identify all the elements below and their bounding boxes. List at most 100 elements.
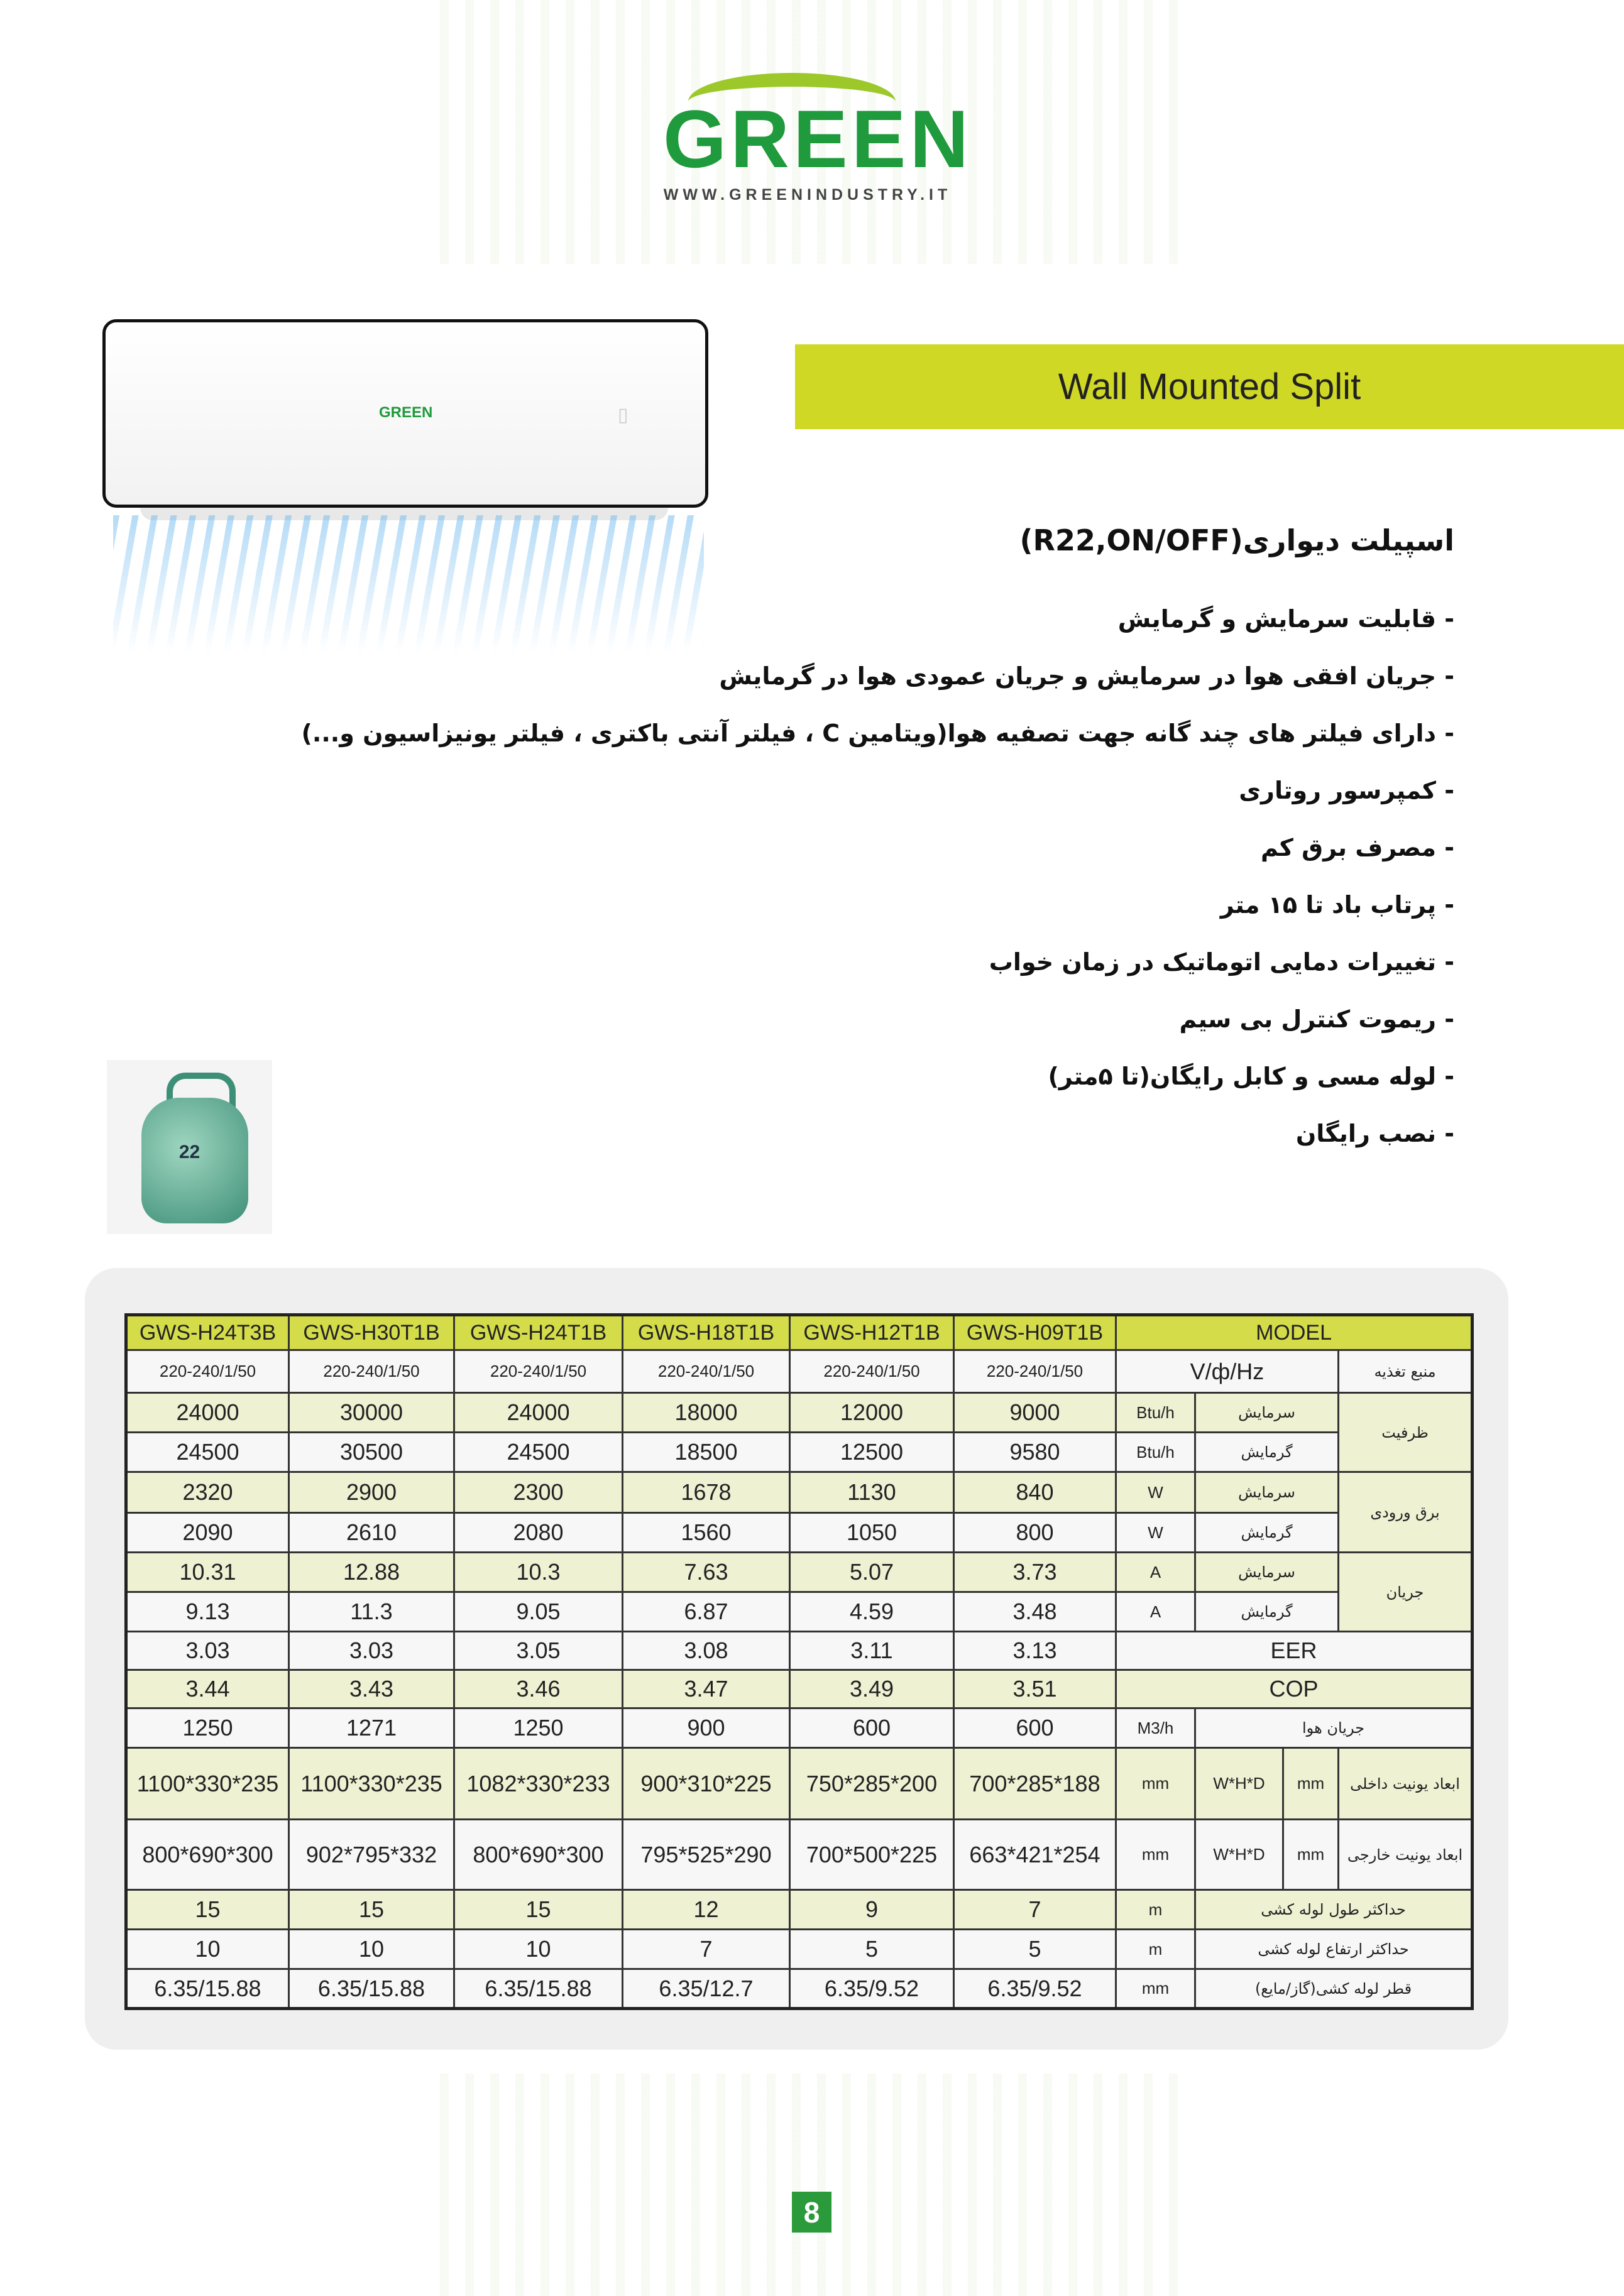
table-cell: 24500: [125, 1431, 290, 1473]
feature-item: - جریان افقی هوا در سرمایش و جریان عمودی…: [719, 662, 1454, 690]
refrigerant-tank-image: 22: [107, 1060, 272, 1234]
table-cell: 15: [125, 1889, 290, 1930]
table-row: 1100*330*235 1100*330*235 1082*330*233 900*…: [125, 1747, 1474, 1820]
table-row: 800*690*300 902*795*332 800*690*300 795*525…: [125, 1818, 1474, 1891]
row-unit: mm: [1115, 1747, 1196, 1820]
table-cell: 220-240/1/50: [288, 1349, 455, 1394]
table-header-row: GWS-H24T3B GWS-H30T1B GWS-H24T1B GWS-H18T1B…: [125, 1314, 1474, 1351]
table-cell: 5: [953, 1928, 1117, 1970]
table-row: 2090 2610 2080 1560 1050 800 W گرمایش: [125, 1512, 1473, 1553]
row-unit: M3/h: [1115, 1707, 1196, 1749]
table-cell: 15: [453, 1889, 623, 1930]
row-label: جریان: [1337, 1551, 1474, 1632]
row-label: حداکثر ارتفاع لوله کشی: [1193, 1928, 1474, 1970]
table-cell: 6.35/15.88: [125, 1968, 290, 2009]
table-row: 220-240/1/50 220-240/1/50 220-240/1/50 220-…: [125, 1349, 1474, 1394]
row-sublabel: گرمایش: [1194, 1431, 1339, 1473]
table-cell: 12: [622, 1889, 791, 1930]
section-banner: Wall Mounted Split: [795, 344, 1624, 429]
table-row: 10.31 12.88 10.3 7.63 5.07 3.73 A سرمایش جریان: [125, 1551, 1474, 1632]
table-cell: 6.35/12.7: [622, 1968, 791, 2009]
table-cell: 9: [789, 1889, 955, 1930]
feature-item: - دارای فیلتر های چند گانه جهت تصفیه هوا…: [301, 719, 1454, 747]
row-label: EER: [1114, 1631, 1474, 1671]
table-cell: 1250: [125, 1707, 290, 1749]
table-cell: 1560: [622, 1512, 791, 1553]
table-cell: 3.44: [125, 1669, 290, 1709]
air-conditioner-image: GREEN ▯: [102, 319, 708, 520]
table-cell: 1100*330*235: [288, 1747, 455, 1820]
table-cell: 6.35/15.88: [453, 1968, 623, 2009]
table-cell: 12000: [789, 1392, 955, 1433]
table-cell: 840: [953, 1471, 1117, 1514]
row-unit: m: [1115, 1889, 1196, 1930]
model-header: GWS-H30T1B: [288, 1314, 455, 1351]
table-cell: 900: [622, 1707, 791, 1749]
table-cell: 1250: [453, 1707, 623, 1749]
feature-item: - پرتاب باد تا ۱۵ متر: [1220, 891, 1454, 919]
table-cell: 795*525*290: [622, 1818, 791, 1891]
table-cell: 6.35/15.88: [288, 1968, 455, 2009]
table-cell: 600: [789, 1707, 955, 1749]
table-cell: 9580: [953, 1431, 1117, 1473]
table-cell: 220-240/1/50: [789, 1349, 955, 1394]
banner-title: Wall Mounted Split: [1058, 366, 1361, 407]
row-unit: mm: [1282, 1818, 1339, 1891]
table-cell: 3.13: [953, 1631, 1117, 1671]
row-unit: V/ф/Hz: [1115, 1349, 1339, 1394]
row-sublabel: گرمایش: [1194, 1591, 1339, 1632]
table-row: 10 10 10 7 5 5 m حداکثر ارتفاع لوله کشی: [125, 1928, 1474, 1970]
row-unit: Btu/h: [1115, 1392, 1196, 1433]
table-cell: 3.08: [622, 1631, 791, 1671]
table-row: 6.35/15.88 6.35/15.88 6.35/15.88 6.35/12.7 6…: [125, 1968, 1474, 2009]
row-unit: W: [1115, 1512, 1196, 1553]
row-unit: A: [1115, 1591, 1196, 1632]
table-row: 2320 2900 2300 1678 1130 840 W سرمایش برق ورودی: [125, 1471, 1474, 1553]
table-cell: 700*500*225: [789, 1818, 955, 1891]
table-cell: 18000: [622, 1392, 791, 1433]
row-unit: m: [1115, 1928, 1196, 1970]
footer-background: [440, 2074, 1194, 2296]
row-sublabel: سرمایش: [1194, 1392, 1339, 1433]
table-cell: 1130: [789, 1471, 955, 1514]
table-cell: 10.3: [453, 1551, 623, 1593]
model-label: MODEL: [1114, 1314, 1474, 1351]
logo-url: WWW.GREENINDUSTRY.IT: [663, 186, 952, 204]
row-sublabel: سرمایش: [1194, 1471, 1339, 1514]
table-cell: 700*285*188: [953, 1747, 1117, 1820]
table-cell: 2900: [288, 1471, 455, 1514]
row-sublabel: گرمایش: [1194, 1512, 1339, 1553]
row-unit: A: [1115, 1551, 1196, 1593]
table-cell: 663*421*254: [953, 1818, 1117, 1891]
brand-logo: GREEN WWW.GREENINDUSTRY.IT: [663, 73, 968, 212]
table-cell: 15: [288, 1889, 455, 1930]
model-header: GWS-H18T1B: [622, 1314, 791, 1351]
table-row: 9.13 11.3 9.05 6.87 4.59 3.48 A گرمایش: [125, 1591, 1473, 1632]
row-unit: W: [1115, 1471, 1196, 1514]
table-cell: 800*690*300: [125, 1818, 290, 1891]
table-cell: 2610: [288, 1512, 455, 1553]
table-cell: 18500: [622, 1431, 791, 1473]
table-row: 24500 30500 24500 18500 12500 9580 Btu/h گرمایش: [125, 1431, 1473, 1473]
table-cell: 30500: [288, 1431, 455, 1473]
table-cell: 3.43: [288, 1669, 455, 1709]
feature-item: - نصب رایگان: [1295, 1120, 1454, 1147]
table-cell: 10: [453, 1928, 623, 1970]
table-cell: 220-240/1/50: [622, 1349, 791, 1394]
table-row: 15 15 15 12 9 7 m حداکثر طول لوله کشی: [125, 1889, 1474, 1930]
table-cell: 24000: [125, 1392, 290, 1433]
table-cell: 902*795*332: [288, 1818, 455, 1891]
row-label: جریان هوا: [1193, 1707, 1474, 1749]
model-header: GWS-H12T1B: [789, 1314, 955, 1351]
table-cell: 800*690*300: [453, 1818, 623, 1891]
row-label: منبع تغذیه: [1337, 1349, 1474, 1394]
row-sublabel: سرمایش: [1194, 1551, 1339, 1593]
table-cell: 1271: [288, 1707, 455, 1749]
table-cell: 1082*330*233: [453, 1747, 623, 1820]
ac-logo: GREEN: [379, 404, 433, 421]
table-row: 1250 1271 1250 900 600 600 M3/h جریان هوا: [125, 1707, 1474, 1749]
table-cell: 6.35/9.52: [789, 1968, 955, 2009]
table-cell: 9000: [953, 1392, 1117, 1433]
table-cell: 2090: [125, 1512, 290, 1553]
feature-item: - مصرف برق کم: [1261, 834, 1454, 861]
